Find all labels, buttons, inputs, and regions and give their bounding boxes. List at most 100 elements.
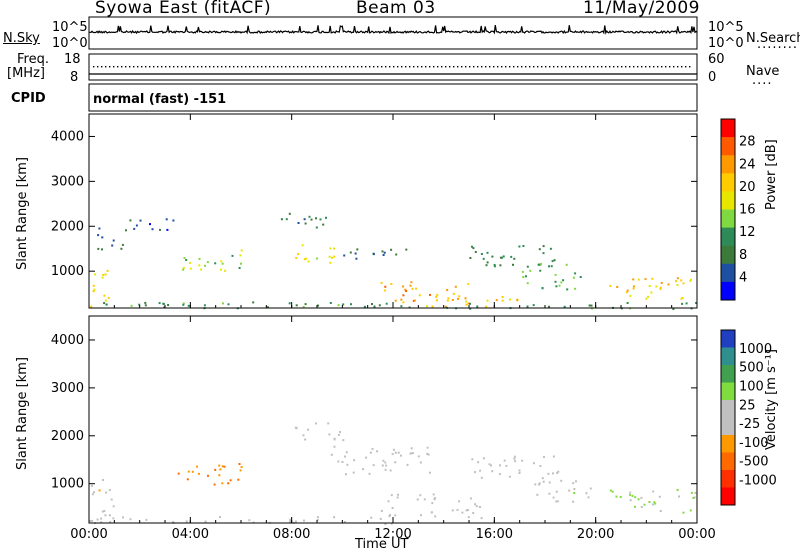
freq-dot (661, 66, 663, 68)
data-pixel (252, 301, 255, 304)
xtick-label: 00:00 (678, 527, 715, 542)
data-pixel (629, 493, 632, 496)
data-pixel (383, 251, 386, 254)
data-pixel (543, 456, 545, 458)
data-pixel (539, 269, 542, 272)
data-pixel (540, 263, 542, 265)
data-pixel (331, 256, 333, 259)
freq-dot (261, 66, 263, 68)
data-pixel (302, 434, 305, 437)
data-pixel (223, 465, 226, 468)
data-pixel (122, 516, 124, 519)
freq-dot (585, 66, 587, 68)
data-pixel (423, 498, 426, 501)
data-pixel (419, 461, 422, 464)
data-pixel (159, 228, 161, 231)
xtick-label: 16:00 (476, 527, 513, 542)
freq-dot (513, 66, 515, 68)
data-pixel (609, 284, 612, 287)
data-pixel (495, 299, 498, 302)
data-pixel (548, 481, 551, 484)
data-pixel (266, 306, 269, 309)
freq-dot (145, 66, 147, 68)
data-pixel (198, 257, 201, 260)
data-pixel (467, 302, 470, 305)
colorbar-tick-label: 28 (739, 135, 756, 150)
data-pixel (499, 464, 501, 467)
freq-dot (441, 66, 443, 68)
noise-axis-bottom-right: 10^0 (708, 36, 744, 51)
data-pixel (538, 482, 541, 485)
data-pixel (237, 478, 240, 481)
data-pixel (151, 228, 154, 231)
data-pixel (409, 284, 412, 287)
data-pixel (310, 218, 313, 221)
data-pixel (680, 279, 683, 282)
data-pixel (125, 229, 127, 232)
data-pixel (238, 463, 241, 465)
data-pixel (471, 458, 474, 461)
freq-dot (609, 66, 611, 68)
freq-dot (645, 66, 647, 68)
data-pixel (98, 489, 101, 492)
data-pixel (643, 503, 646, 506)
xtick-label: 08:00 (273, 527, 310, 542)
data-pixel (384, 523, 387, 525)
freq-dot (569, 66, 571, 68)
data-pixel (144, 304, 147, 307)
data-pixel (158, 302, 161, 305)
data-pixel (121, 243, 124, 246)
data-pixel (362, 468, 365, 471)
freq-dot (413, 66, 415, 68)
data-pixel (548, 305, 550, 308)
data-pixel (186, 478, 189, 481)
data-pixel (640, 496, 643, 499)
freq-dot (665, 66, 667, 68)
data-pixel (650, 291, 653, 294)
freq-dot (149, 66, 151, 68)
freq-dot (253, 66, 255, 68)
data-pixel (474, 471, 476, 474)
data-pixel (411, 287, 414, 290)
data-pixel (238, 267, 241, 269)
freq-dot (285, 66, 287, 68)
data-pixel (503, 459, 506, 462)
data-pixel (629, 499, 632, 502)
data-pixel (631, 494, 634, 497)
data-pixel (145, 518, 148, 521)
freq-dot (525, 66, 527, 68)
freq-dot (629, 66, 631, 68)
data-pixel (436, 293, 439, 296)
data-pixel (111, 244, 114, 247)
data-pixel (542, 480, 545, 483)
data-pixel (480, 253, 483, 255)
freq-dot (561, 66, 563, 68)
data-pixel (105, 491, 108, 494)
data-pixel (476, 305, 479, 308)
data-pixel (478, 506, 481, 508)
data-pixel (551, 260, 554, 263)
freq-dot (433, 66, 435, 68)
data-pixel (345, 451, 348, 454)
data-pixel (542, 245, 545, 248)
data-pixel (96, 518, 99, 521)
freq-dot (573, 66, 575, 68)
data-pixel (109, 520, 112, 523)
data-pixel (590, 304, 593, 307)
data-pixel (560, 281, 563, 284)
power-panel-frame (88, 113, 698, 309)
ytick-label: 4000 (51, 129, 84, 144)
data-pixel (695, 302, 698, 304)
freq-dot (637, 66, 639, 68)
freq-dot (405, 66, 407, 68)
data-pixel (419, 494, 422, 497)
data-pixel (221, 482, 224, 485)
data-pixel (352, 471, 355, 474)
freq-dot (605, 66, 607, 68)
data-pixel (637, 278, 640, 281)
data-pixel (682, 511, 685, 514)
data-pixel (579, 276, 582, 278)
data-pixel (406, 463, 409, 466)
freq-dot (489, 66, 491, 68)
data-pixel (390, 494, 393, 497)
